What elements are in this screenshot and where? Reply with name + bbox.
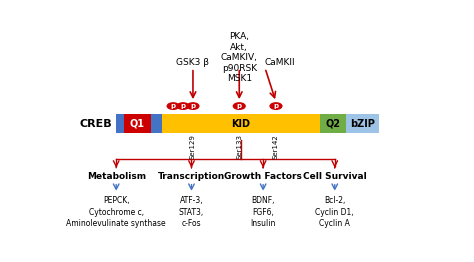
Text: Metabolism: Metabolism — [87, 172, 146, 181]
Bar — [151, 114, 162, 133]
Text: KID: KID — [232, 119, 251, 129]
Text: CREB: CREB — [80, 119, 112, 129]
Text: Bcl-2,
Cyclin D1,
Cyclin A: Bcl-2, Cyclin D1, Cyclin A — [316, 196, 354, 228]
Text: Ser133: Ser133 — [236, 134, 242, 159]
Text: p: p — [273, 103, 279, 109]
Circle shape — [177, 103, 189, 109]
Text: PKA,
Akt,
CaMKIV,
p90RSK
MSK1: PKA, Akt, CaMKIV, p90RSK MSK1 — [221, 32, 258, 83]
Bar — [116, 114, 379, 133]
Text: Transcription: Transcription — [158, 172, 225, 181]
Text: p: p — [171, 103, 176, 109]
Text: GSK3 β: GSK3 β — [176, 58, 210, 67]
Text: PEPCK,
Cytochrome c,
Aminolevulinate synthase: PEPCK, Cytochrome c, Aminolevulinate syn… — [66, 196, 166, 228]
Circle shape — [233, 103, 245, 109]
Circle shape — [187, 103, 199, 109]
Circle shape — [167, 103, 179, 109]
Bar — [162, 114, 320, 133]
Text: p: p — [191, 103, 196, 109]
Bar — [346, 114, 379, 133]
Text: p: p — [237, 103, 242, 109]
Bar — [320, 114, 346, 133]
Bar — [124, 114, 151, 133]
Circle shape — [270, 103, 282, 109]
Text: Growth Factors: Growth Factors — [224, 172, 302, 181]
Text: p: p — [181, 103, 186, 109]
Text: BDNF,
FGF6,
Insulin: BDNF, FGF6, Insulin — [250, 196, 276, 228]
Text: Cell Survival: Cell Survival — [303, 172, 366, 181]
Text: Q2: Q2 — [326, 119, 340, 129]
Text: ATF-3,
STAT3,
c-Fos: ATF-3, STAT3, c-Fos — [179, 196, 204, 228]
Text: CaMKII: CaMKII — [264, 58, 295, 67]
Text: Q1: Q1 — [130, 119, 145, 129]
Text: Ser129: Ser129 — [190, 134, 196, 159]
Text: bZIP: bZIP — [350, 119, 375, 129]
Text: Ser142: Ser142 — [273, 134, 279, 159]
